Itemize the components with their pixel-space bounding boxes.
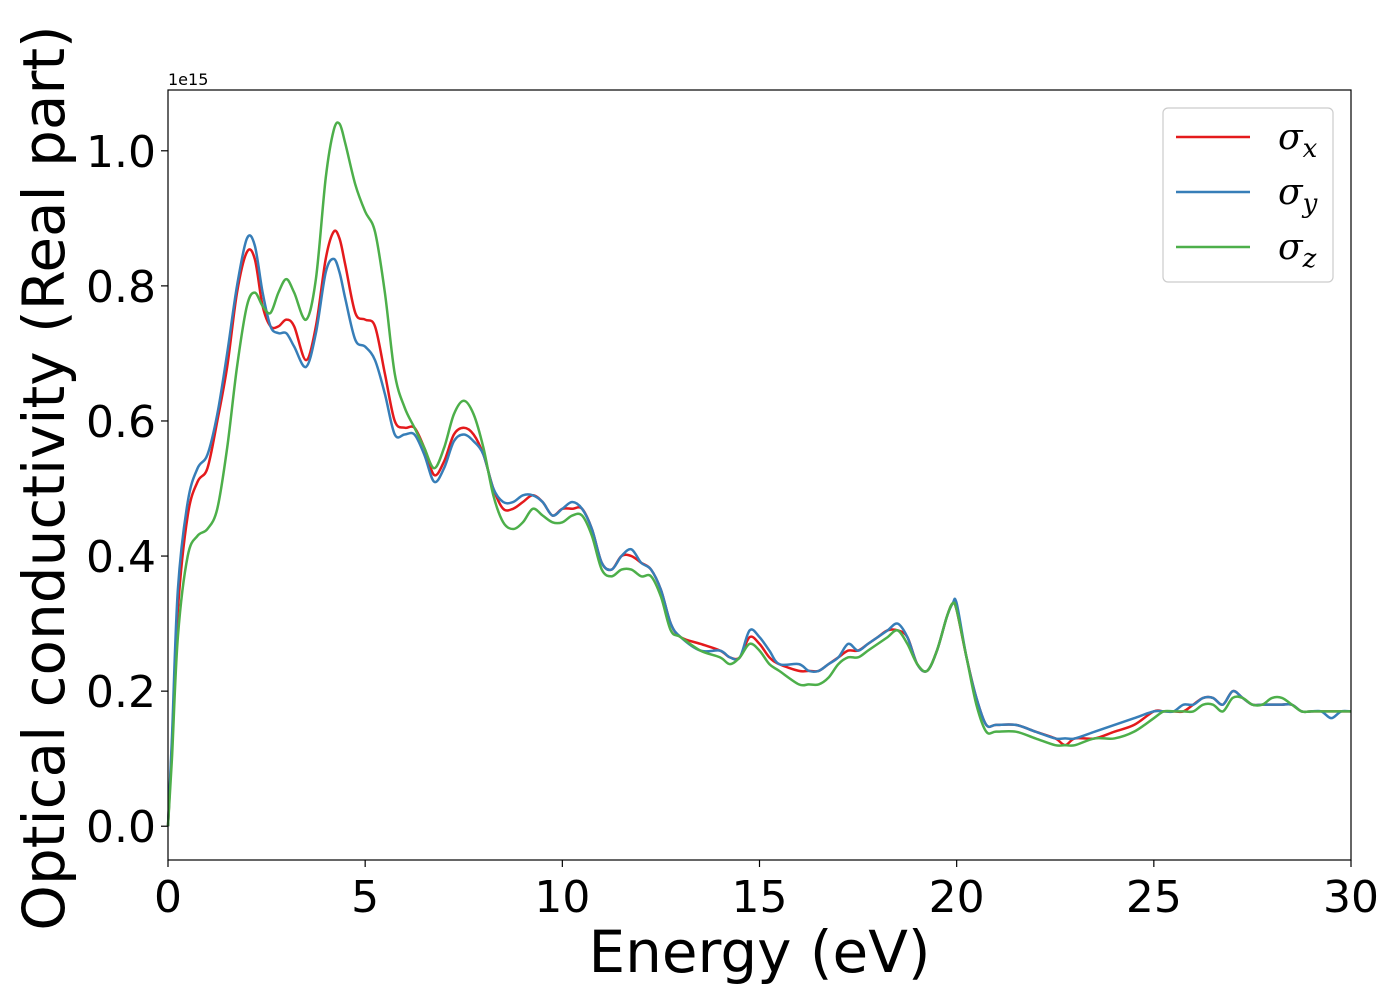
x-tick-label: 10 [534, 872, 590, 923]
series-line-x [166, 229, 1351, 827]
y-axis-ticks: 0.0 0.2 0.4 0.6 0.8 1.0 [86, 127, 168, 853]
series-line-z [166, 121, 1351, 827]
x-tick-label: 5 [351, 872, 379, 923]
y-tick-label: 1.0 [86, 127, 156, 178]
x-axis-ticks: 0 5 10 15 20 25 30 [154, 860, 1379, 923]
y-tick-label: 0.2 [86, 667, 156, 718]
y-tick-label: 0.8 [86, 262, 156, 313]
y-tick-label: 0.4 [86, 532, 156, 583]
legend-box [1162, 107, 1334, 283]
series-line-y [166, 234, 1352, 827]
y-tick-label: 0.6 [86, 397, 156, 448]
y-offset-label: 1e15 [168, 70, 208, 89]
series-layer [166, 121, 1352, 827]
x-tick-label: 0 [154, 872, 182, 923]
y-tick-label: 0.0 [86, 802, 156, 853]
x-axis-label: Energy (eV) [588, 918, 930, 986]
y-axis-label: Optical conductivity (Real part) [10, 25, 78, 930]
x-tick-label: 15 [732, 872, 788, 923]
x-tick-label: 20 [929, 872, 985, 923]
x-tick-label: 25 [1126, 872, 1182, 923]
x-tick-label: 30 [1323, 872, 1379, 923]
